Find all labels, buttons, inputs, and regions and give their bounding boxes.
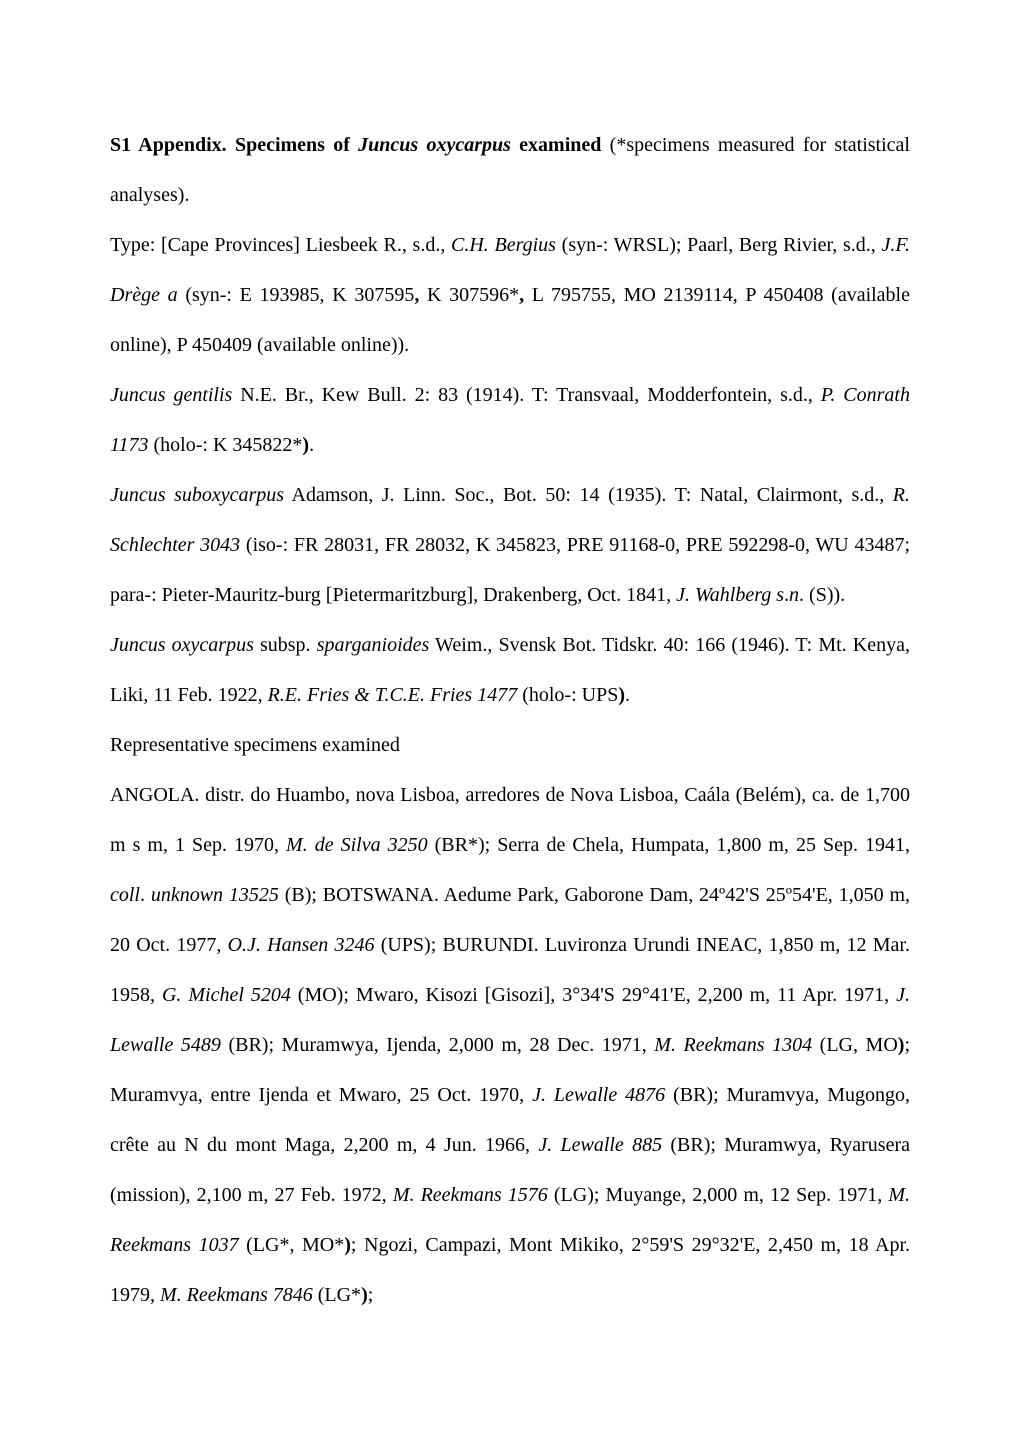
text: (LG*, MO*	[239, 1234, 345, 1256]
text: (BR); Muramwya, Ijenda, 2,000 m, 28 Dec.…	[221, 1034, 654, 1056]
collector: J. Lewalle 885	[538, 1134, 662, 1156]
specimens-paragraph: ANGOLA. distr. do Huambo, nova Lisboa, a…	[110, 770, 910, 1320]
collector: C.H. Bergius	[451, 234, 556, 256]
text: subsp.	[254, 634, 317, 656]
title-prefix: S1 Appendix. Specimens of	[110, 134, 358, 156]
taxon: Juncus gentilis	[110, 384, 232, 406]
title-paragraph: S1 Appendix. Specimens of Juncus oxycarp…	[110, 120, 910, 220]
text: Type: [Cape Provinces] Liesbeek R., s.d.…	[110, 234, 451, 256]
collector: M. Reekmans 1304	[654, 1034, 812, 1056]
text: (LG*	[313, 1284, 361, 1306]
text: .	[140, 884, 151, 906]
collector: M. Reekmans 7846	[160, 1284, 313, 1306]
representative-heading: Representative specimens examined	[110, 720, 910, 770]
collector: R.E. Fries & T.C.E. Fries 1477	[268, 684, 518, 706]
gentilis-paragraph: Juncus gentilis N.E. Br., Kew Bull. 2: 8…	[110, 370, 910, 470]
text: (syn-: WRSL); Paarl, Berg Rivier, s.d.,	[556, 234, 882, 256]
bold-punct: )	[361, 1284, 368, 1306]
text: (LG, MO	[812, 1034, 898, 1056]
suboxycarpus-paragraph: Juncus suboxycarpus Adamson, J. Linn. So…	[110, 470, 910, 620]
collector: J. Lewalle 4876	[532, 1084, 665, 1106]
taxon: Juncus oxycarpus	[110, 634, 254, 656]
text: Representative specimens examined	[110, 734, 400, 756]
title-suffix: examined	[511, 134, 602, 156]
collector: unknown 13525	[151, 884, 279, 906]
text: (LG); Muyange, 2,000 m, 12 Sep. 1971,	[548, 1184, 889, 1206]
text: Adamson, J. Linn. Soc., Bot. 50: 14 (193…	[284, 484, 893, 506]
text: K 307596*	[419, 284, 519, 306]
type-paragraph: Type: [Cape Provinces] Liesbeek R., s.d.…	[110, 220, 910, 370]
collector: coll	[110, 884, 140, 906]
collector: G. Michel 5204	[162, 984, 291, 1006]
text: (BR*); Serra de Chela, Humpata, 1,800 m,…	[428, 834, 910, 856]
sparganioides-paragraph: Juncus oxycarpus subsp. sparganioides We…	[110, 620, 910, 720]
text: . (S)).	[799, 584, 845, 606]
text: (holo-: UPS	[517, 684, 618, 706]
bold-punct: )	[344, 1234, 351, 1256]
text: .	[309, 434, 314, 456]
taxon: Juncus suboxycarpus	[110, 484, 284, 506]
taxon: sparganioides	[317, 634, 430, 656]
collector: O.J. Hansen 3246	[228, 934, 375, 956]
collector: M. de Silva 3250	[286, 834, 428, 856]
text: (holo-: K 345822*	[149, 434, 303, 456]
collector: J. Wahlberg s	[676, 584, 784, 606]
collector: n	[789, 584, 799, 606]
text: (syn-: E 193985, K 307595	[178, 284, 415, 306]
text: (MO); Mwaro, Kisozi [Gisozi], 3°34'S 29°…	[291, 984, 896, 1006]
text: N.E. Br., Kew Bull. 2: 83 (1914). T: Tra…	[232, 384, 820, 406]
bold-punct: )	[618, 684, 625, 706]
text: .	[625, 684, 630, 706]
text: ;	[368, 1284, 374, 1306]
title-species: Juncus oxycarpus	[358, 134, 511, 156]
collector: M. Reekmans 1576	[393, 1184, 548, 1206]
